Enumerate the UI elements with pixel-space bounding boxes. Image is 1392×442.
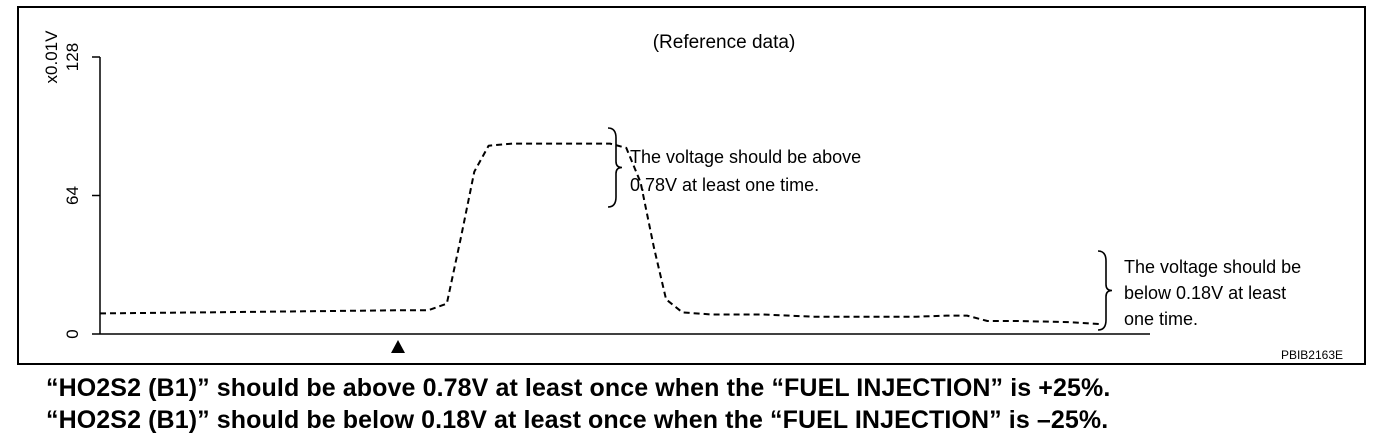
caption-line-1: “HO2S2 (B1)” should be above 0.78V at le…: [46, 374, 1111, 402]
annotation-2-text: one time.: [1124, 309, 1198, 329]
y-tick-label: 128: [63, 43, 82, 71]
y-tick-label: 64: [63, 186, 82, 205]
annotation-2-bracket: [1097, 250, 1113, 331]
annotation-1-text: The voltage should be above: [630, 147, 861, 167]
caption-line-2: “HO2S2 (B1)” should be below 0.18V at le…: [46, 406, 1109, 434]
voltage-trace-line: [99, 142, 1103, 326]
annotation-1-text: 0.78V at least one time.: [630, 175, 819, 195]
chart-title: (Reference data): [653, 32, 796, 53]
annotation-2-text: below 0.18V at least: [1124, 283, 1286, 303]
figure-code: PBIB2163E: [1281, 348, 1343, 362]
annotation-2-text: The voltage should be: [1124, 257, 1301, 277]
start-marker-triangle: [391, 340, 405, 353]
y-axis-label: x0.01V: [42, 30, 61, 84]
figure-frame: [17, 6, 1366, 365]
annotation-1-bracket: [607, 127, 623, 208]
y-tick-label: 0: [63, 329, 82, 338]
